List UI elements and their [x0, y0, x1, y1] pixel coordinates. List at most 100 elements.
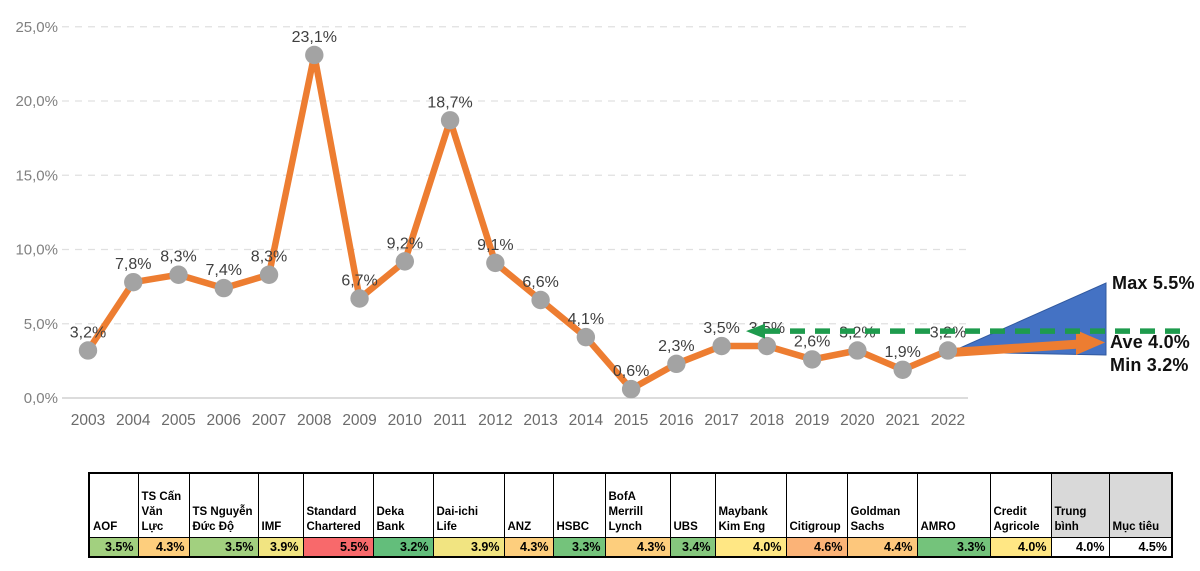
data-point-2019 [802, 350, 822, 369]
data-label-2008: 23,1% [292, 29, 337, 46]
forecast-value-deka-bank: 3.2% [372, 536, 434, 558]
data-point-2010 [395, 252, 415, 271]
x-tick-label-2019: 2019 [795, 412, 829, 429]
x-tick-label-2020: 2020 [840, 412, 875, 429]
forecast-value-bofa-merrill-lynch: 4.3% [604, 536, 671, 558]
forecast-value-ts-can-van-luc: 4.3% [137, 536, 190, 558]
data-point-2003 [78, 341, 98, 360]
x-tick-label-2012: 2012 [478, 412, 512, 429]
x-tick-label-2007: 2007 [252, 412, 286, 429]
x-tick-label-2009: 2009 [342, 412, 376, 429]
x-tick-label-2014: 2014 [569, 412, 604, 429]
forecast-header-aof: AOF [88, 472, 139, 538]
forecast-header-maybank-kim-eng: Maybank Kim Eng [714, 472, 787, 538]
data-label-2009: 6,7% [341, 273, 377, 290]
forecast-value-maybank-kim-eng: 4.0% [714, 536, 787, 558]
y-tick-label: 20,0% [15, 93, 58, 110]
data-point-2017 [712, 336, 731, 356]
data-label-2010: 9,2% [387, 235, 423, 252]
forecast-value-credit-agricole: 4.0% [989, 536, 1052, 558]
forecast-header-anz: ANZ [503, 472, 554, 538]
forecast-header-muc-tieu: Mục tiêu [1108, 472, 1173, 538]
forecast-table: AOF TS Cấn Văn Lực TS Nguyễn Đức Độ IMF Stan… [88, 472, 1173, 558]
data-label-2007: 8,3% [251, 249, 287, 266]
target-line-left-arrowhead [746, 323, 765, 339]
y-tick-label: 10,0% [15, 242, 58, 259]
forecast-header-hsbc: HSBC [552, 472, 606, 538]
forecast-header-citigroup: Citigroup [785, 472, 848, 538]
data-label-2013: 6,6% [522, 274, 558, 291]
forecast-table-value-row: 3.5% 4.3% 3.5% 3.9% 5.5% 3.2% 3.9% 4.3% 3.3% 4.3%… [88, 536, 1173, 558]
forecast-value-amro: 3.3% [916, 536, 991, 558]
x-tick-label-2021: 2021 [885, 412, 919, 429]
forecast-value-anz: 4.3% [503, 536, 554, 558]
data-point-2006 [214, 278, 233, 298]
x-tick-label-2004: 2004 [116, 412, 151, 429]
forecast-header-dai-ichi-life: Dai-ichi Life [432, 472, 505, 538]
x-tick-label-2022: 2022 [931, 412, 965, 429]
forecast-header-goldman-sachs: Goldman Sachs [846, 472, 918, 538]
x-tick-label-2013: 2013 [523, 412, 557, 429]
forecast-value-ubs: 3.4% [669, 536, 716, 558]
forecast-header-imf: IMF [257, 472, 304, 538]
data-point-2012 [486, 253, 505, 273]
data-label-2006: 7,4% [206, 262, 242, 279]
data-point-2016 [667, 354, 686, 374]
forecast-value-trung-binh: 4.0% [1050, 536, 1110, 558]
data-point-2005 [169, 265, 188, 284]
data-label-2003: 3,2% [70, 324, 106, 341]
data-label-2005: 8,3% [160, 249, 196, 266]
x-tick-label-2010: 2010 [388, 412, 423, 429]
forecast-header-credit-agricole: Credit Agricole [989, 472, 1052, 538]
fan-max-label: Max 5.5% [1112, 273, 1195, 293]
forecast-header-standard-chartered: Standard Chartered [302, 472, 374, 538]
forecast-header-ts-can-van-luc: TS Cấn Văn Lực [137, 472, 190, 538]
forecast-value-citigroup: 4.6% [785, 536, 848, 558]
x-tick-label-2005: 2005 [161, 412, 195, 429]
data-point-2013 [531, 290, 550, 310]
data-point-2018 [757, 336, 777, 356]
data-point-2007 [259, 265, 279, 284]
data-label-2004: 7,8% [115, 256, 151, 273]
fan-average-label: Ave 4.0% [1110, 332, 1190, 352]
x-tick-label-2018: 2018 [750, 412, 784, 429]
data-label-2019: 2,6% [794, 333, 830, 350]
x-tick-label-2011: 2011 [433, 412, 466, 429]
forecast-value-goldman-sachs: 4.4% [846, 536, 918, 558]
forecast-arrow-shaft [950, 339, 1081, 357]
data-point-2020 [848, 341, 867, 360]
data-point-2011 [440, 111, 460, 130]
forecast-arrow-head [1076, 330, 1105, 355]
data-label-2011: 18,7% [427, 94, 472, 111]
data-label-2016: 2,3% [658, 338, 694, 355]
fan-min-label: Min 3.2% [1110, 355, 1189, 375]
data-label-2012: 9,1% [477, 237, 513, 254]
x-tick-label-2017: 2017 [704, 412, 738, 429]
forecast-value-muc-tieu: 4.5% [1108, 536, 1173, 558]
x-tick-label-2015: 2015 [614, 412, 648, 429]
forecast-table-header-row: AOF TS Cấn Văn Lực TS Nguyễn Đức Độ IMF Stan… [88, 472, 1173, 538]
data-point-2021 [893, 360, 912, 379]
forecast-header-bofa-merrill-lynch: BofA Merrill Lynch [604, 472, 671, 538]
data-label-2014: 4,1% [568, 311, 604, 328]
y-tick-label: 25,0% [15, 19, 58, 36]
forecast-value-imf: 3.9% [257, 536, 304, 558]
y-tick-label: 5,0% [24, 316, 58, 333]
forecast-header-deka-bank: Deka Bank [372, 472, 434, 538]
data-point-2014 [576, 327, 596, 347]
forecast-fan-triangle [950, 282, 1107, 356]
data-point-2009 [350, 289, 369, 308]
forecast-value-dai-ichi-life: 3.9% [432, 536, 505, 558]
inflation-line-chart: 0,0% 5,0% 10,0% 15,0% 20,0% 25,0% 2003 2004 2005… [15, 19, 1188, 429]
data-label-2015: 0,6% [613, 363, 649, 380]
forecast-header-amro: AMRO [916, 472, 991, 538]
forecast-header-ubs: UBS [669, 472, 716, 538]
y-tick-label: 15,0% [15, 167, 58, 184]
data-point-2004 [124, 272, 143, 292]
x-tick-label-2006: 2006 [207, 412, 241, 429]
forecast-value-standard-chartered: 5.5% [302, 536, 374, 558]
x-tick-label-2016: 2016 [659, 412, 693, 429]
data-label-2021: 1,9% [884, 344, 920, 361]
forecast-header-ts-nguyen-uc-o: TS Nguyễn Đức Độ [188, 472, 259, 538]
